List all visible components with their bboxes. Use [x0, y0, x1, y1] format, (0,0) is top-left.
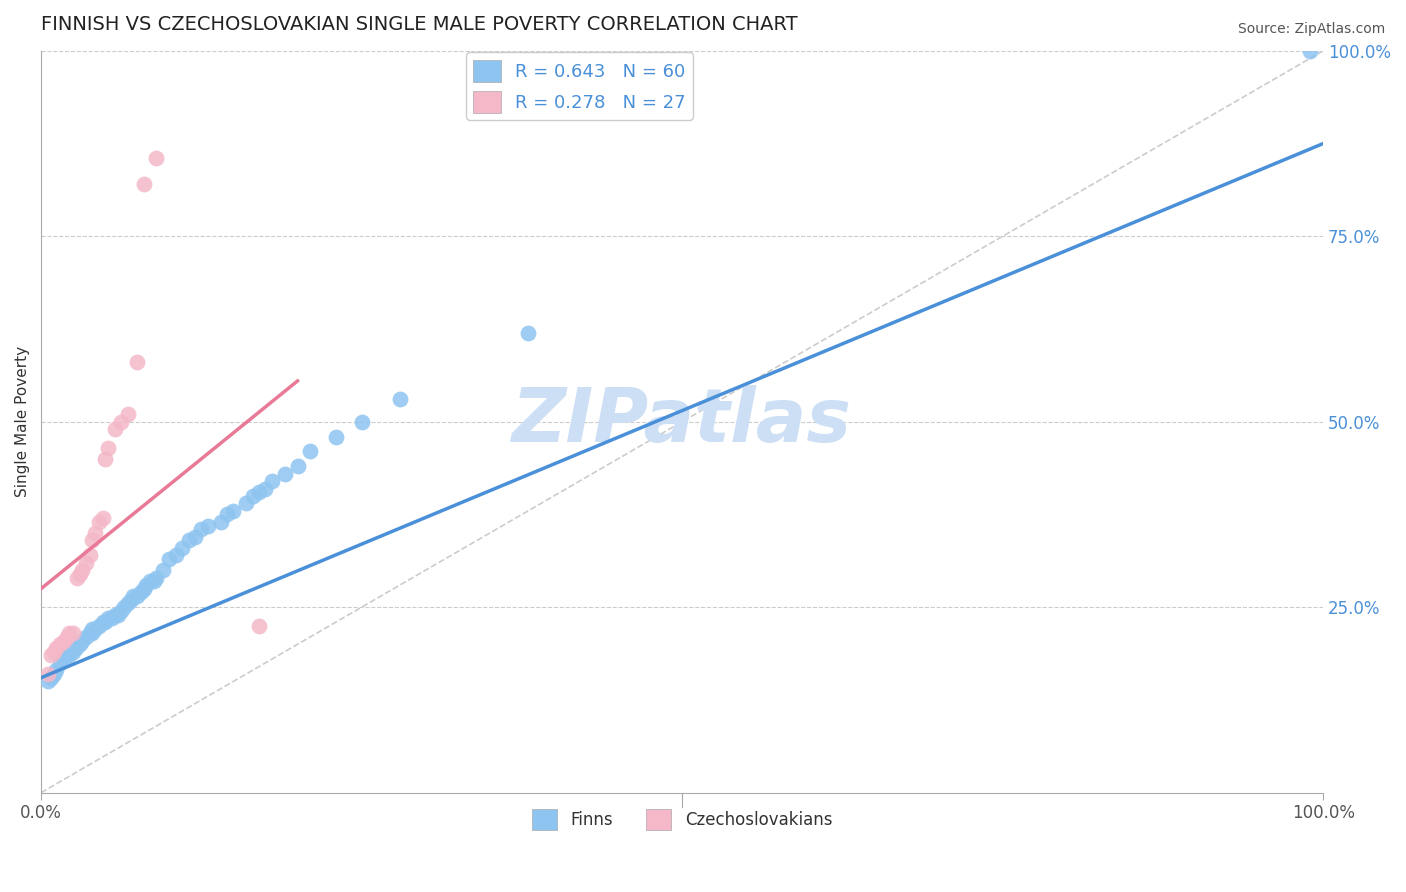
Point	[172, 541, 194, 555]
Point	[254, 482, 277, 496]
Point	[82, 623, 104, 637]
Point	[37, 674, 59, 689]
Point	[389, 392, 412, 407]
Point	[41, 671, 63, 685]
Point	[55, 630, 77, 644]
Point	[325, 429, 347, 443]
Point	[65, 640, 87, 655]
Point	[114, 600, 136, 615]
Point	[58, 626, 80, 640]
Point	[42, 645, 65, 659]
Point	[70, 633, 93, 648]
Y-axis label: Single Male Poverty: Single Male Poverty	[15, 346, 30, 498]
Text: ZIPatlas: ZIPatlas	[512, 385, 852, 458]
Point	[84, 526, 107, 541]
Point	[97, 441, 120, 455]
Point	[69, 566, 91, 581]
Point	[79, 626, 101, 640]
Point	[145, 570, 167, 584]
Point	[53, 652, 76, 666]
Text: Source: ZipAtlas.com: Source: ZipAtlas.com	[1237, 22, 1385, 37]
Point	[87, 619, 110, 633]
Point	[177, 533, 200, 548]
Point	[152, 563, 174, 577]
Point	[132, 178, 155, 192]
Point	[107, 607, 129, 622]
Point	[84, 623, 107, 637]
Point	[91, 511, 114, 525]
Point	[75, 556, 97, 570]
Point	[110, 415, 132, 429]
Point	[517, 326, 540, 340]
Point	[135, 578, 157, 592]
Point	[1299, 44, 1322, 58]
Point	[260, 474, 283, 488]
Point	[104, 422, 127, 436]
Point	[157, 552, 180, 566]
Point	[247, 619, 270, 633]
Point	[132, 582, 155, 596]
Point	[62, 626, 84, 640]
Point	[66, 570, 89, 584]
Point	[117, 597, 139, 611]
Point	[129, 585, 152, 599]
Point	[75, 630, 97, 644]
Point	[104, 607, 127, 622]
Point	[94, 451, 117, 466]
Point	[127, 355, 149, 369]
Point	[235, 496, 257, 510]
Point	[69, 637, 91, 651]
Point	[49, 637, 72, 651]
Point	[100, 611, 122, 625]
Point	[82, 626, 104, 640]
Point	[242, 489, 264, 503]
Point	[70, 563, 93, 577]
Point	[42, 667, 65, 681]
Point	[45, 663, 67, 677]
Point	[222, 504, 245, 518]
Point	[45, 640, 67, 655]
Point	[273, 467, 295, 481]
Point	[122, 589, 145, 603]
Point	[139, 574, 162, 589]
Point	[82, 533, 104, 548]
Point	[110, 604, 132, 618]
Point	[49, 656, 72, 670]
Point	[190, 522, 212, 536]
Point	[97, 611, 120, 625]
Text: FINNISH VS CZECHOSLOVAKIAN SINGLE MALE POVERTY CORRELATION CHART: FINNISH VS CZECHOSLOVAKIAN SINGLE MALE P…	[41, 15, 797, 34]
Point	[62, 645, 84, 659]
Point	[120, 592, 142, 607]
Point	[350, 415, 373, 429]
Point	[58, 648, 80, 663]
Point	[87, 515, 110, 529]
Point	[94, 615, 117, 629]
Point	[197, 518, 219, 533]
Point	[142, 574, 165, 589]
Point	[37, 667, 59, 681]
Point	[247, 485, 270, 500]
Point	[184, 530, 207, 544]
Point	[117, 407, 139, 421]
Point	[145, 152, 167, 166]
Point	[215, 508, 238, 522]
Point	[41, 648, 63, 663]
Point	[299, 444, 322, 458]
Point	[127, 589, 149, 603]
Point	[287, 459, 309, 474]
Point	[53, 633, 76, 648]
Point	[91, 615, 114, 629]
Point	[79, 549, 101, 563]
Legend: Finns, Czechoslovakians: Finns, Czechoslovakians	[526, 803, 839, 836]
Point	[209, 515, 232, 529]
Point	[55, 648, 77, 663]
Point	[165, 549, 187, 563]
